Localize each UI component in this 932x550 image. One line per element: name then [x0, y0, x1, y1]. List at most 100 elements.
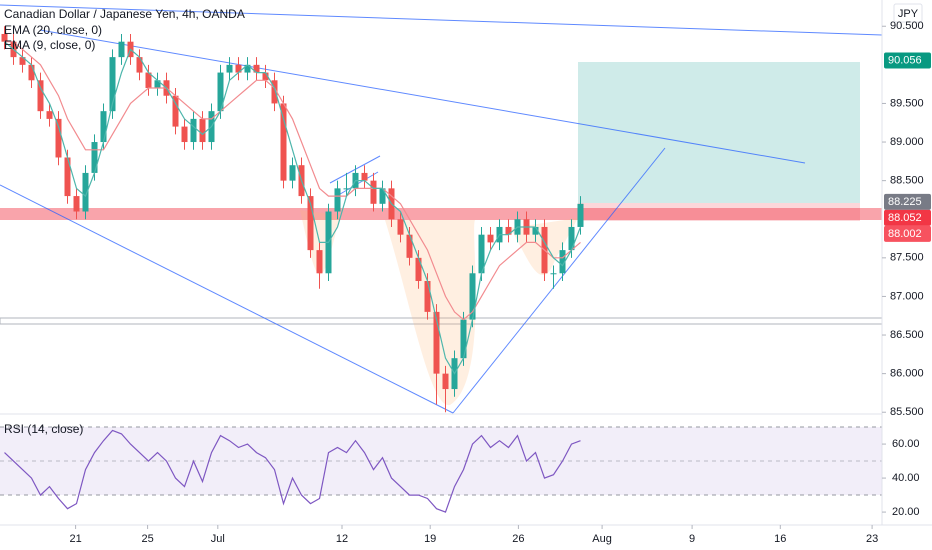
target-zone	[578, 62, 860, 203]
candle-body	[469, 273, 476, 320]
x-tick-label: 16	[774, 533, 786, 545]
candle-body	[181, 126, 188, 143]
price-tag	[884, 209, 931, 226]
price-tag-label: 88.225	[888, 196, 922, 208]
candle-body	[19, 57, 26, 65]
legend-entry: EMA (9, close, 0)	[4, 38, 95, 52]
candle-body	[55, 118, 62, 158]
candle-body	[433, 311, 440, 374]
y-tick-label: 89.000	[890, 136, 924, 148]
price-tag-label: 88.002	[888, 228, 922, 240]
candle-body	[64, 157, 71, 197]
candle-body	[361, 172, 368, 181]
price-tag	[884, 225, 931, 242]
candle-body	[199, 118, 206, 143]
candle-body	[316, 250, 323, 274]
candle-body	[262, 72, 269, 81]
candle-body	[343, 188, 350, 190]
candle-body	[406, 234, 413, 258]
y-tick-label: 90.500	[890, 20, 924, 32]
trend-line	[0, 184, 454, 414]
x-tick-label: Aug	[592, 533, 612, 545]
rsi-tick-label: 40.00	[892, 472, 920, 484]
candle-body	[550, 273, 557, 275]
marks	[1, 26, 584, 513]
candle-body	[577, 203, 584, 227]
x-tick-label: 21	[69, 533, 81, 545]
x-tick-label: Jul	[211, 533, 225, 545]
rsi-title: RSI (14, close)	[4, 422, 83, 436]
candle-body	[289, 165, 296, 181]
trend-line	[39, 29, 806, 164]
candle-body	[415, 257, 422, 281]
candle-body	[487, 234, 494, 243]
candle-body	[253, 64, 260, 73]
candle-body	[235, 64, 242, 73]
y-tick-label: 86.000	[890, 368, 924, 380]
candle-body	[397, 219, 404, 235]
candle-body	[145, 72, 152, 89]
candle-body	[136, 57, 143, 73]
price-tag	[884, 52, 931, 69]
candle-body	[307, 196, 314, 251]
price-tag-label: 88.052	[888, 212, 922, 224]
chart-title: Canadian Dollar / Japanese Yen, 4h, OAND…	[4, 7, 245, 21]
x-tick-label: 26	[512, 533, 524, 545]
y-tick-label: 88.500	[890, 175, 924, 187]
candle-body	[244, 64, 251, 73]
candle-body	[559, 250, 566, 274]
ema-line	[4, 41, 581, 321]
candle-body	[442, 373, 449, 390]
candle-body	[73, 196, 80, 212]
y-tick-label: 86.500	[890, 329, 924, 341]
candle-body	[370, 180, 377, 204]
stop-zone	[578, 203, 860, 221]
candle-body	[217, 72, 224, 112]
candle-body	[271, 80, 278, 104]
y-tick-label: 85.500	[890, 406, 924, 418]
rsi-line	[4, 429, 581, 513]
rsi-tick-label: 20.00	[892, 506, 920, 518]
candle-body	[424, 280, 431, 312]
candle-body	[37, 80, 44, 112]
candle-body	[46, 111, 53, 119]
currency: JPY	[898, 8, 919, 20]
ema-line	[4, 41, 582, 375]
candle-body	[91, 142, 98, 173]
price-tag-label: 90.056	[888, 54, 922, 66]
y-tick-label: 89.500	[890, 97, 924, 109]
candle-body	[100, 111, 107, 143]
y-tick-label: 87.000	[890, 290, 924, 302]
candle-body	[154, 80, 161, 89]
x-tick-label: 23	[866, 533, 878, 545]
trend-line	[0, 4, 883, 36]
y-tick-label: 87.500	[890, 252, 924, 264]
candle-body	[334, 188, 341, 212]
rsi-tick-label: 60.00	[892, 438, 920, 450]
trend-line	[452, 147, 666, 414]
resistance-band	[0, 208, 882, 220]
candle-body	[190, 118, 197, 143]
price-tag	[884, 193, 931, 210]
candle-body	[1, 33, 8, 42]
candle-body	[172, 95, 179, 127]
x-tick-label: 25	[141, 533, 153, 545]
candle-body	[568, 226, 575, 251]
candle-body	[532, 226, 539, 235]
candle-body	[28, 64, 35, 81]
candle-body	[226, 64, 233, 73]
legend-entry: EMA (20, close, 0)	[4, 23, 102, 37]
candle-body	[118, 41, 125, 58]
candle-body	[379, 188, 386, 204]
candle-body	[505, 226, 512, 235]
x-tick-label: 12	[336, 533, 348, 545]
candle-body	[109, 57, 116, 112]
candle-body	[82, 172, 89, 212]
candle-body	[478, 234, 485, 274]
candle-body	[280, 103, 287, 181]
x-tick-label: 9	[689, 533, 695, 545]
x-tick-label: 19	[424, 533, 436, 545]
